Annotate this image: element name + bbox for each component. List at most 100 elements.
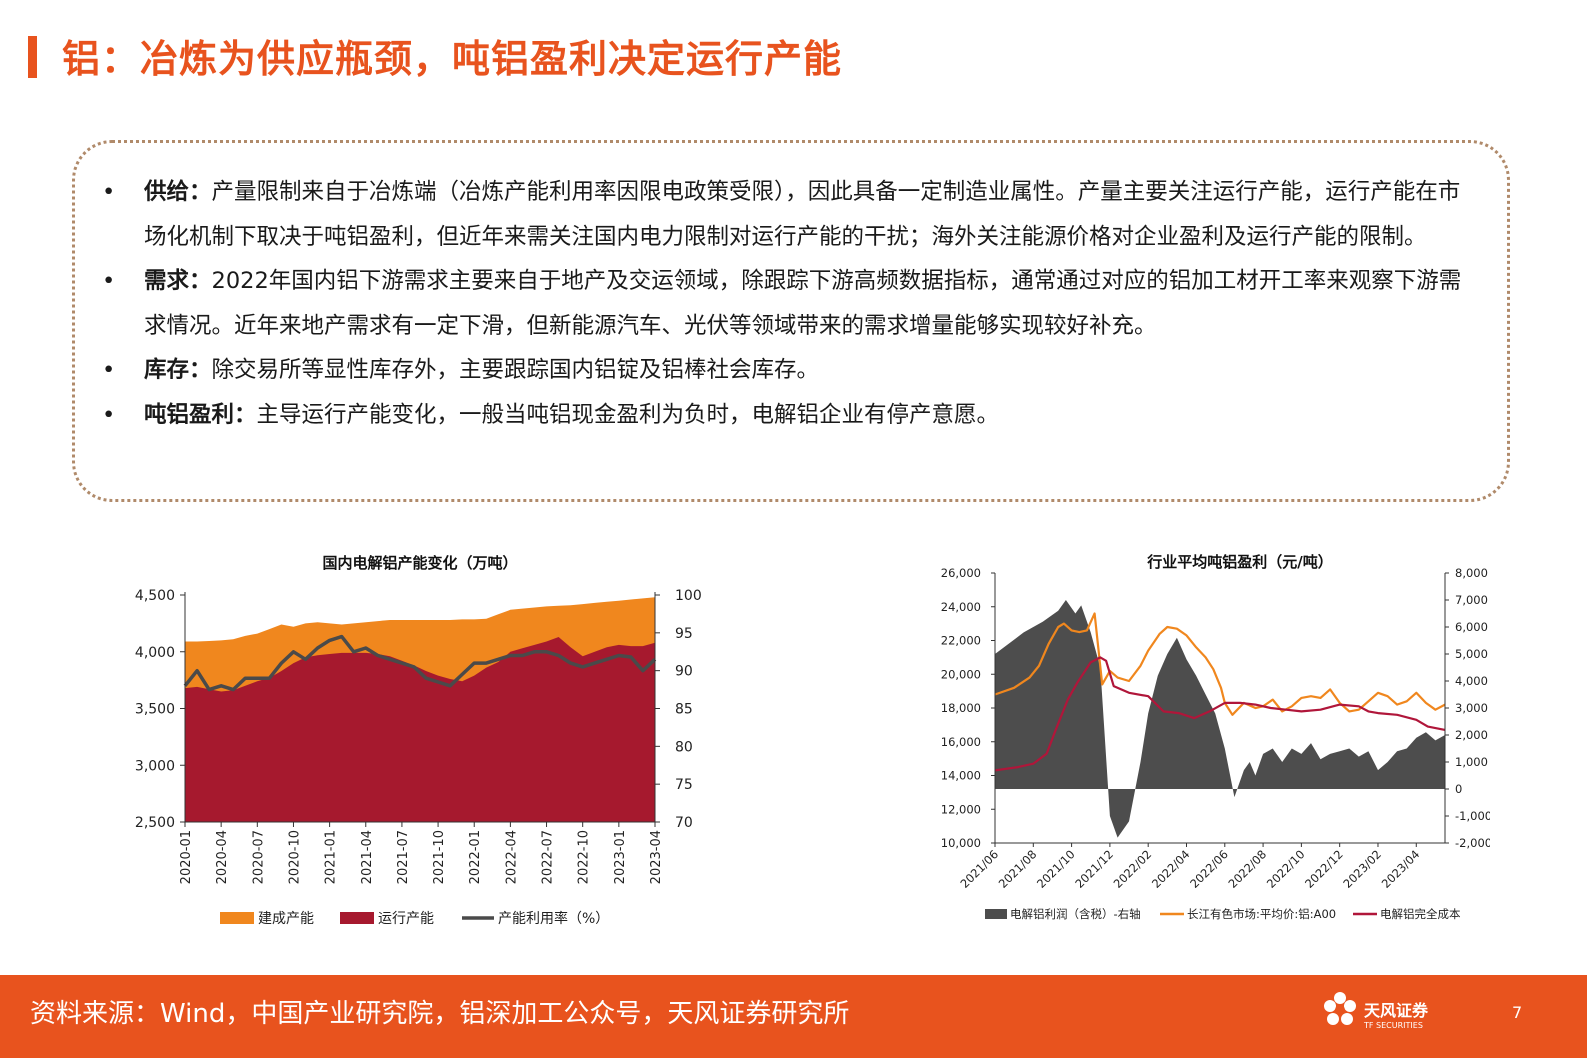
bullet-demand: • 需求：2022年国内铝下游需求主要来自于地产及交运领域，除跟踪下游高频数据指标… <box>100 259 1480 348</box>
summary-box <box>72 140 1510 502</box>
left-tick-label: 10,000 <box>941 836 981 850</box>
right-tick-label: 0 <box>1455 782 1462 796</box>
x-tick-label: 2022-04 <box>504 830 519 884</box>
right-tick-label: 75 <box>675 777 693 793</box>
right-tick-label: 2,000 <box>1455 728 1488 742</box>
bullet-dot: • <box>102 179 116 205</box>
right-tick-label: -1,000 <box>1455 809 1490 823</box>
series-line-price <box>994 612 1446 716</box>
legend-swatch-running <box>340 912 374 924</box>
left-tick-label: 14,000 <box>941 769 981 783</box>
x-tick-label: 2021-10 <box>432 830 447 884</box>
logo-name: 天风证券 <box>1364 1001 1429 1020</box>
left-tick-label: 3,500 <box>135 702 175 718</box>
x-tick-label: 2022/04 <box>1149 847 1193 891</box>
right-tick-label: 5,000 <box>1455 647 1488 661</box>
flower-logo-icon <box>1324 992 1356 1025</box>
left-tick-label: 4,500 <box>135 588 175 604</box>
x-tick-label: 2022-10 <box>577 830 592 884</box>
x-tick-label: 2022/10 <box>1264 847 1308 891</box>
x-tick-label: 2021-01 <box>324 830 339 884</box>
x-tick-label: 2022-07 <box>541 830 556 884</box>
series-area-running <box>185 637 655 822</box>
bullet-dot: • <box>102 357 116 383</box>
bullet-dot: • <box>102 401 116 428</box>
x-tick-label: 2021/08 <box>996 847 1040 891</box>
bullet-text: 产量限制来自于冶炼端（冶炼产能利用率因限电政策受限），因此具备一定制造业属性。产… <box>144 179 1461 250</box>
series-area-profit <box>995 600 1445 838</box>
left-tick-label: 22,000 <box>941 634 981 648</box>
bullet-text: 主导运行产能变化，一般当吨铝现金盈利为负时，电解铝企业有停产意愿。 <box>256 401 1000 428</box>
left-tick-label: 26,000 <box>941 566 981 580</box>
title-accent-bar <box>28 36 37 78</box>
x-tick-label: 2021-04 <box>360 830 375 884</box>
legend-label-price: 长江有色市场:平均价:铝:A00 <box>1187 907 1336 921</box>
chart-title: 国内电解铝产能变化（万吨） <box>322 554 517 572</box>
x-tick-label: 2022/06 <box>1187 847 1231 891</box>
x-tick-label: 2023/04 <box>1379 847 1423 891</box>
left-tick-label: 16,000 <box>941 735 981 749</box>
right-tick-label: 70 <box>675 815 693 831</box>
left-tick-label: 20,000 <box>941 667 981 681</box>
bullet-inventory: • 库存：除交易所等显性库存外，主要跟踪国内铝锭及铝棒社会库存。 <box>100 348 1480 393</box>
series-line-cost <box>994 656 1446 772</box>
x-tick-label: 2022-01 <box>468 830 483 884</box>
x-tick-label: 2022/02 <box>1111 847 1155 891</box>
left-tick-label: 24,000 <box>941 600 981 614</box>
right-tick-label: 100 <box>675 588 702 604</box>
x-tick-label: 2023/02 <box>1340 847 1384 891</box>
left-tick-label: 3,000 <box>135 758 175 774</box>
right-tick-label: 4,000 <box>1455 674 1488 688</box>
source-note: 资料来源：Wind，中国产业研究院，铝深加工公众号，天风证券研究所 <box>30 999 850 1029</box>
page-number: 7 <box>1512 1003 1523 1022</box>
right-tick-label: 6,000 <box>1455 620 1488 634</box>
legend-label-cost: 电解铝完全成本 <box>1380 907 1461 921</box>
right-tick-label: 1,000 <box>1455 755 1488 769</box>
x-tick-label: 2020-04 <box>215 830 230 884</box>
legend-label-profit: 电解铝利润（含税）-右轴 <box>1010 907 1141 921</box>
bullet-label: 库存： <box>144 357 212 383</box>
right-tick-label: 95 <box>675 626 693 642</box>
bullet-text: 2022年国内铝下游需求主要来自于地产及交运领域，除跟踪下游高频数据指标，通常通… <box>144 268 1462 339</box>
capacity-chart: 国内电解铝产能变化（万吨） 2,500 3,000 3,500 4,000 4,500 70… <box>135 554 702 927</box>
bullet-profit: • 吨铝盈利：主导运行产能变化，一般当吨铝现金盈利为负时，电解铝企业有停产意愿。 <box>100 393 1480 438</box>
logo-subtitle: TF SECURITIES <box>1364 1021 1423 1030</box>
bullet-label: 供给： <box>144 179 212 205</box>
right-tick-label: 7,000 <box>1455 593 1488 607</box>
profit-chart: 行业平均吨铝盈利（元/吨） 10,000 12,000 14,000 16,000 18,… <box>941 553 1490 921</box>
x-tick-label: 2020-10 <box>287 830 302 884</box>
summary-bullets: • 供给：产量限制来自于冶炼端（冶炼产能利用率因限电政策受限），因此具备一定制造业… <box>100 170 1480 437</box>
x-tick-label: 2021/10 <box>1034 847 1078 891</box>
right-tick-label: -2,000 <box>1455 836 1490 850</box>
x-tick-label: 2020-07 <box>251 830 266 884</box>
x-tick-label: 2021-07 <box>396 830 411 884</box>
footer-bar: 资料来源：Wind，中国产业研究院，铝深加工公众号，天风证券研究所 天风证券 T… <box>0 975 1587 1058</box>
legend-swatch-built <box>220 912 254 924</box>
left-tick-label: 18,000 <box>941 701 981 715</box>
x-tick-label: 2020-01 <box>179 830 194 884</box>
left-tick-label: 4,000 <box>135 645 175 661</box>
right-tick-label: 90 <box>675 664 693 680</box>
page-title: 铝：冶炼为供应瓶颈，吨铝盈利决定运行产能 <box>62 37 843 81</box>
bullet-label: 需求： <box>144 268 212 294</box>
left-tick-label: 2,500 <box>135 815 175 831</box>
series-line-utilization <box>183 634 657 692</box>
right-tick-label: 80 <box>675 739 693 755</box>
right-tick-label: 3,000 <box>1455 701 1488 715</box>
x-tick-label: 2023-01 <box>613 830 628 884</box>
company-logo: 天风证券 TF SECURITIES <box>1320 989 1470 1041</box>
right-tick-label: 85 <box>675 702 693 718</box>
x-tick-label: 2021/06 <box>957 847 1001 891</box>
bullet-text: 除交易所等显性库存外，主要跟踪国内铝锭及铝棒社会库存。 <box>211 357 820 383</box>
x-tick-label: 2021/12 <box>1072 847 1116 891</box>
bullet-supply: • 供给：产量限制来自于冶炼端（冶炼产能利用率因限电政策受限），因此具备一定制造业… <box>100 170 1480 259</box>
left-tick-label: 12,000 <box>941 802 981 816</box>
legend-label-built: 建成产能 <box>258 911 314 927</box>
legend-label-utilization: 产能利用率（%） <box>498 910 609 927</box>
x-tick-label: 2023-04 <box>649 830 664 884</box>
bullet-label: 吨铝盈利： <box>144 401 257 428</box>
legend-swatch-profit <box>985 909 1007 919</box>
x-tick-label: 2022/12 <box>1302 847 1346 891</box>
right-tick-label: 8,000 <box>1455 566 1488 580</box>
chart-title: 行业平均吨铝盈利（元/吨） <box>1146 553 1332 571</box>
